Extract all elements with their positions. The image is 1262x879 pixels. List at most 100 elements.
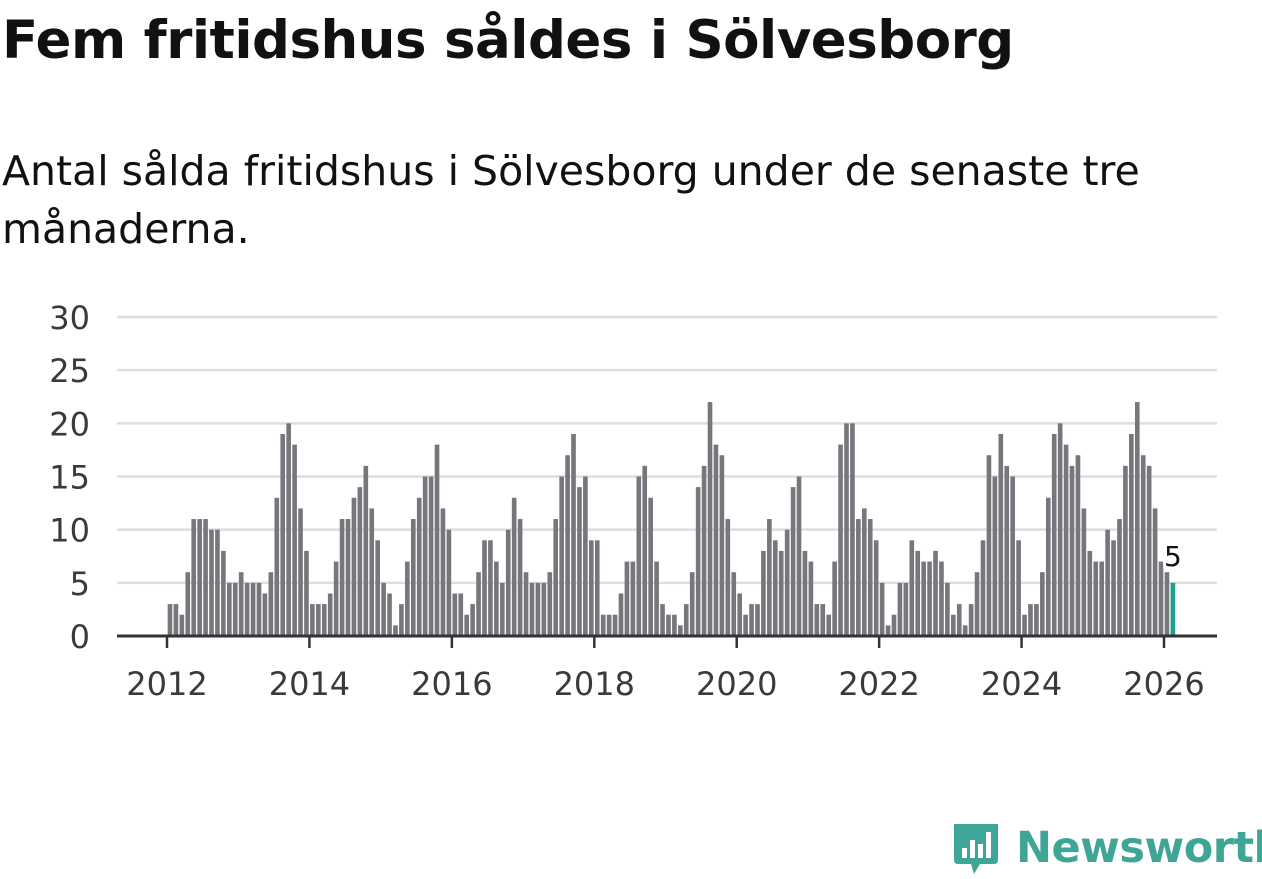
x-tick-label: 2026 (1123, 665, 1204, 703)
bar (660, 604, 665, 636)
bar (553, 519, 559, 636)
bar (458, 593, 464, 636)
x-tick-label: 2018 (554, 665, 635, 703)
bar (980, 540, 986, 636)
bar (571, 433, 576, 636)
bar (743, 614, 748, 636)
bar (238, 572, 244, 636)
bar (369, 508, 375, 636)
bar (933, 550, 938, 636)
bar (951, 614, 956, 636)
bar (749, 604, 754, 636)
bar (796, 476, 802, 636)
bar (1111, 540, 1116, 636)
bar (945, 582, 950, 636)
bar (636, 476, 642, 636)
bar (642, 465, 648, 636)
brand-name: Newsworthy (1016, 823, 1262, 873)
bar (939, 561, 944, 636)
x-tick-label: 2024 (981, 665, 1062, 703)
bar (755, 604, 760, 636)
y-tick-label: 15 (49, 459, 90, 497)
bar (1063, 444, 1069, 636)
x-tick-label: 2020 (696, 665, 777, 703)
bar (339, 519, 345, 636)
bar (737, 593, 742, 636)
bar (250, 582, 256, 636)
bar (304, 550, 309, 636)
bar (731, 572, 737, 636)
bar-chart-bubble-icon (954, 824, 998, 874)
bar (998, 433, 1004, 636)
bar (725, 519, 731, 636)
bar (1158, 561, 1164, 636)
bar (808, 561, 814, 636)
y-tick-label: 20 (49, 405, 90, 443)
y-tick-label: 30 (49, 299, 90, 337)
bar (1004, 465, 1010, 636)
bar (879, 582, 885, 636)
latest-value-label: 5 (1164, 540, 1182, 573)
bar (298, 508, 303, 636)
bar (921, 561, 926, 636)
bar (1022, 614, 1027, 636)
bar (897, 582, 903, 636)
bar (1045, 497, 1051, 636)
bar (535, 582, 541, 636)
bar (565, 455, 570, 636)
bar (612, 614, 618, 636)
bar (927, 561, 932, 636)
bar (1146, 465, 1152, 636)
bar (232, 582, 238, 636)
bar (488, 540, 493, 636)
bar (802, 550, 808, 636)
bar (820, 604, 826, 636)
bar (594, 540, 600, 636)
bar (523, 572, 529, 636)
bar (203, 519, 208, 636)
bar (767, 519, 772, 636)
bar (310, 604, 315, 636)
bar (446, 529, 452, 636)
bar (286, 423, 291, 636)
bar (1069, 465, 1075, 636)
bar (173, 604, 179, 636)
bar (826, 614, 832, 636)
bar (428, 476, 434, 636)
bar (511, 497, 517, 636)
y-tick-label: 5 (70, 565, 90, 603)
bar (1099, 561, 1105, 636)
bar-latest (1170, 582, 1176, 636)
newsworthy-logo: Newsworthy (950, 820, 1262, 876)
bar (1164, 572, 1170, 636)
bar (476, 572, 481, 636)
bar (1123, 465, 1128, 636)
bar (410, 519, 416, 636)
bar (589, 540, 594, 636)
bar (179, 614, 185, 636)
bar (1140, 455, 1146, 636)
bar (256, 582, 262, 636)
bar (885, 625, 891, 636)
bar (499, 582, 505, 636)
bar (197, 519, 202, 636)
bar (185, 572, 191, 636)
bar (405, 561, 410, 636)
bar (434, 444, 440, 636)
bars: 5 (167, 402, 1185, 636)
bar (393, 625, 398, 636)
bar (517, 519, 523, 636)
bar (814, 604, 820, 636)
bar (541, 582, 547, 636)
bar (606, 614, 612, 636)
bar (268, 572, 274, 636)
bar (630, 561, 636, 636)
bar (992, 476, 998, 636)
bar (850, 423, 855, 636)
y-tick-label: 0 (70, 618, 90, 656)
bar (470, 604, 475, 636)
x-tick-label: 2012 (126, 665, 207, 703)
bar (209, 529, 214, 636)
bar (713, 444, 719, 636)
